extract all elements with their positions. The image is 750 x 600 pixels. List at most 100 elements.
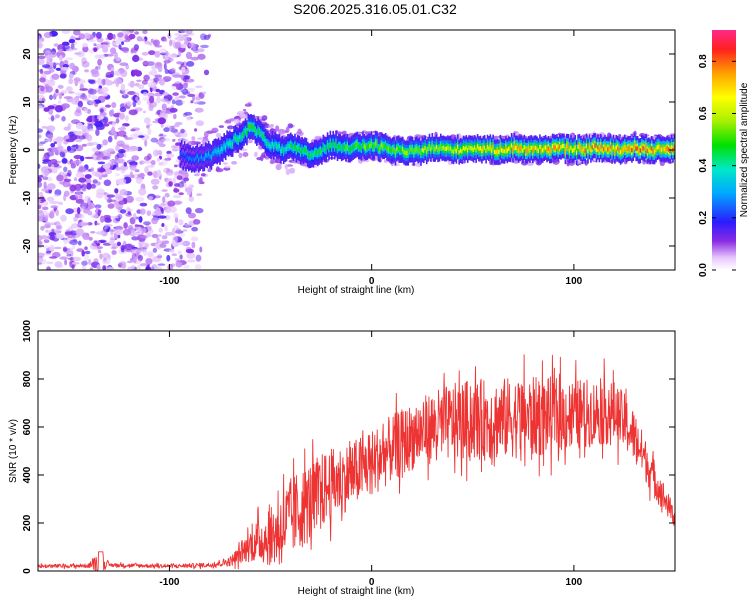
noise-speck: [106, 266, 113, 270]
ridge-cell: [629, 146, 632, 151]
spectrogram-ytick-label: -10: [22, 190, 33, 205]
noise-speck: [197, 48, 205, 53]
spectrogram-ytick-label: -20: [22, 238, 33, 253]
spectrogram-ridge: [179, 113, 675, 173]
ridge-cell: [462, 145, 465, 151]
noise-speck: [123, 243, 133, 251]
noise-speck: [45, 229, 49, 233]
noise-speck: [102, 265, 107, 270]
ridge-cell: [226, 140, 228, 145]
ridge-cell: [379, 147, 381, 152]
noise-speck: [140, 38, 146, 42]
halo-speck: [284, 164, 288, 170]
ridge-cell: [530, 145, 533, 150]
noise-speck: [66, 253, 72, 257]
noise-speck: [94, 240, 98, 243]
ridge-cell: [333, 144, 336, 150]
spectrogram-xlabel: Height of straight line (km): [298, 285, 415, 296]
spectrogram-ylabel: Frequency (Hz): [8, 116, 19, 185]
noise-speck: [94, 120, 103, 128]
noise-speck: [81, 143, 87, 147]
noise-speck: [101, 78, 106, 86]
ridge-cell: [329, 141, 332, 146]
ridge-cell: [417, 148, 419, 153]
ridge-cell: [608, 147, 611, 152]
noise-speck: [49, 211, 55, 219]
noise-speck: [118, 200, 125, 205]
ridge-cell: [322, 145, 325, 150]
noise-speck: [161, 103, 167, 111]
noise-speck: [107, 203, 115, 209]
ridge-cell: [203, 156, 206, 161]
noise-speck: [168, 206, 177, 213]
noise-speck: [164, 68, 169, 74]
noise-speck: [179, 254, 183, 260]
ridge-cell: [363, 144, 366, 149]
ridge-cell: [396, 146, 398, 151]
noise-speck: [137, 99, 141, 106]
noise-speck: [111, 250, 117, 255]
ridge-cell: [280, 149, 282, 154]
halo-speck: [200, 173, 206, 177]
ridge-cell: [346, 144, 349, 149]
halo-speck: [268, 124, 272, 129]
noise-speck: [55, 209, 59, 216]
noise-speck: [73, 159, 82, 165]
noise-speck: [90, 95, 98, 100]
noise-speck: [40, 225, 45, 231]
spectrogram-xtick-label: -100: [159, 276, 179, 287]
noise-speck: [157, 117, 166, 125]
noise-speck: [38, 105, 43, 110]
ridge-cell: [532, 148, 534, 153]
ridge-cell: [250, 124, 252, 129]
noise-speck: [38, 58, 45, 66]
noise-speck: [126, 260, 133, 264]
ridge-cell: [254, 129, 257, 134]
snr-ytick-label: 200: [22, 514, 33, 531]
noise-speck: [63, 194, 67, 202]
noise-speck: [145, 258, 153, 265]
noise-speck: [169, 107, 178, 113]
halo-speck: [618, 134, 622, 138]
noise-speck: [43, 239, 50, 244]
ridge-cell: [271, 141, 274, 146]
ridge-cell: [547, 146, 550, 151]
noise-speck: [87, 38, 96, 43]
noise-speck: [181, 100, 185, 104]
noise-speck: [122, 47, 129, 54]
noise-speck: [82, 43, 88, 48]
noise-speck: [39, 68, 44, 74]
halo-speck: [227, 125, 234, 130]
noise-speck: [92, 179, 98, 184]
ridge-cell: [222, 147, 224, 152]
ridge-cell: [246, 130, 248, 135]
ridge-cell: [195, 156, 197, 161]
noise-speck: [69, 239, 79, 245]
noise-speck: [139, 202, 148, 207]
noise-speck: [84, 254, 89, 262]
noise-speck: [108, 240, 114, 245]
ridge-cell: [369, 143, 371, 149]
ridge-cell: [424, 145, 426, 151]
noise-speck: [63, 178, 72, 182]
halo-speck: [182, 139, 189, 143]
ridge-cell: [298, 146, 301, 151]
noise-speck: [86, 99, 92, 103]
noise-speck: [55, 223, 63, 231]
halo-speck: [190, 140, 197, 146]
ridge-cell: [206, 153, 209, 158]
noise-speck: [188, 42, 196, 48]
ridge-cell: [383, 144, 385, 149]
noise-speck: [82, 234, 90, 240]
noise-speck: [79, 83, 84, 90]
noise-speck: [75, 134, 81, 139]
ridge-cell: [540, 147, 543, 152]
noise-speck: [123, 161, 128, 167]
ridge-cell: [267, 141, 269, 146]
noise-speck: [53, 246, 62, 250]
noise-speck: [139, 227, 147, 234]
noise-speck: [143, 74, 150, 82]
noise-speck: [42, 64, 51, 68]
halo-speck: [203, 131, 209, 138]
